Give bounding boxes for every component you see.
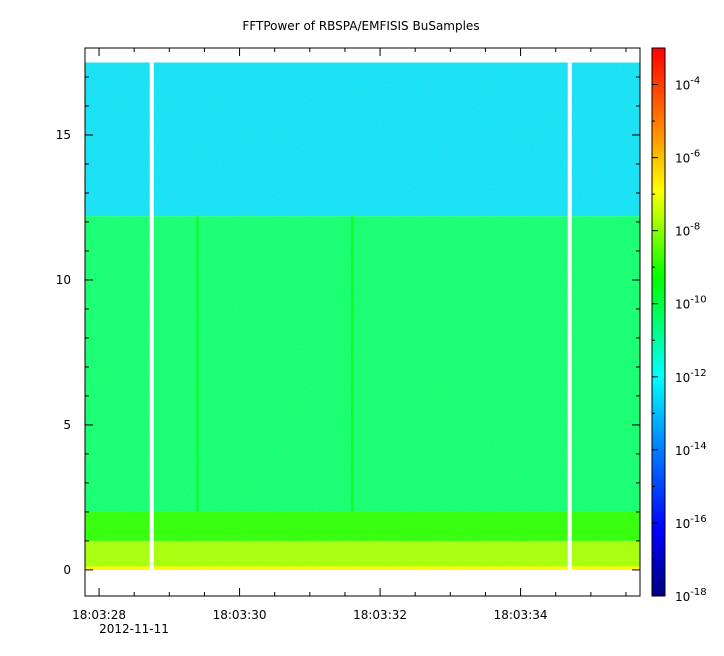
y-tick-label: 10 xyxy=(56,273,71,287)
x-tick-label: 18:03:30 xyxy=(213,608,267,622)
x-tick-label: 18:03:34 xyxy=(494,608,548,622)
x-tick-label: 18:03:32 xyxy=(353,608,407,622)
colorbar-tick-label: 10-4 xyxy=(675,76,700,93)
colorbar-tick-label: 10-6 xyxy=(675,149,700,166)
colorbar-tick-label: 10-14 xyxy=(675,441,707,458)
plot-frame xyxy=(84,47,641,597)
spectrogram-texture xyxy=(85,62,640,570)
colorbar-gradient xyxy=(651,47,666,597)
plot-area xyxy=(84,47,641,597)
colorbar-tick-label: 10-8 xyxy=(675,222,700,239)
data-gap xyxy=(149,61,154,571)
y-tick-label: 15 xyxy=(56,128,71,142)
colorbar: 10-4 10-6 10-8 10-10 10-12 10-14 10-16 10-18 xyxy=(651,47,707,604)
colorbar-tick-label: 10-12 xyxy=(675,368,707,385)
spectrogram-streak xyxy=(196,216,199,512)
x-date-label: 2012-11-11 xyxy=(99,622,169,636)
spectrogram-streak xyxy=(350,216,353,512)
x-axis: 18:03:28 18:03:30 18:03:32 18:03:34 xyxy=(72,48,627,622)
colorbar-tick-label: 10-10 xyxy=(675,295,707,312)
y-tick-label: 5 xyxy=(63,418,71,432)
data-gap xyxy=(567,61,572,571)
colorbar-tick-label: 10-16 xyxy=(675,514,707,531)
colorbar-tick-label: 10-18 xyxy=(675,587,707,604)
x-tick-label: 18:03:28 xyxy=(72,608,126,622)
y-tick-label: 0 xyxy=(63,563,71,577)
y-axis: 0 5 10 15 xyxy=(56,47,640,577)
chart-title: FFTPower of RBSPA/EMFISIS BuSamples xyxy=(242,19,479,33)
